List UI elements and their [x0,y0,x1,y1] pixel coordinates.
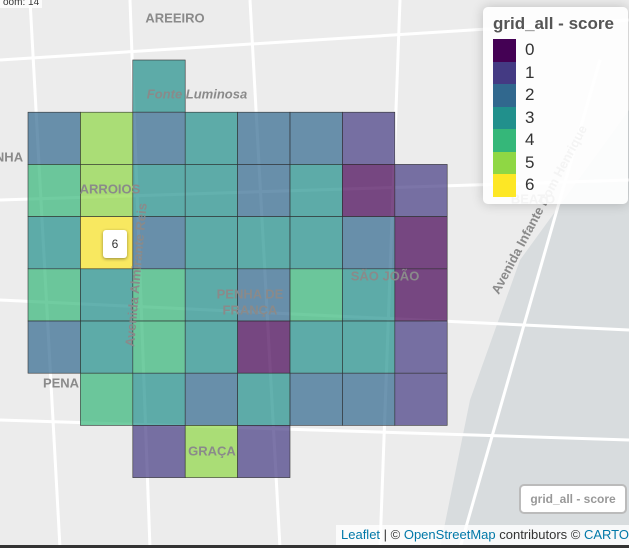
legend-swatch [493,84,516,107]
grid-cell [27,164,81,217]
grid-cell [394,320,448,374]
grid-cell [27,216,81,270]
leaflet-link[interactable]: Leaflet [341,527,381,542]
attr-text: | © [380,527,404,542]
grid-cell [80,164,134,217]
grid-cell [289,216,343,270]
grid-cell [289,372,343,426]
grid-cell [132,268,186,322]
grid-cell [132,111,186,165]
grid-cell [237,216,291,270]
grid-cell [132,372,186,426]
grid-cell [27,111,81,165]
grid-cell [289,111,343,165]
place-label: ARROIOS [80,181,141,196]
legend-label: 1 [525,62,535,82]
grid-cell [237,425,291,478]
grid-cell [342,268,396,322]
legend-label: 3 [525,107,535,127]
legend-label: 5 [525,152,535,172]
legend-swatch [493,129,516,152]
place-label: AREEIRO [145,10,204,25]
grid-cell [289,164,343,217]
grid-cell [132,59,186,113]
grid-cell [342,164,396,217]
place-label: PENA [43,375,80,390]
place-label: NHA [0,149,24,164]
grid-cell [27,320,81,374]
carto-link[interactable]: CARTO [583,527,629,542]
legend-swatch [493,174,516,197]
grid-cell [184,320,238,374]
grid-cell [132,425,186,478]
grid-cell [237,164,291,217]
grid-cell [80,372,134,426]
grid-cell [237,111,291,165]
place-label: PENHA DE [217,286,284,301]
legend-label: 2 [525,85,535,104]
grid-cell [184,164,238,217]
osm-link[interactable]: OpenStreetMap [403,527,496,542]
legend-swatch [493,39,516,62]
grid-cell [394,372,448,426]
legend-label: 0 [525,40,535,59]
place-label: SÃO JOÃO [351,268,420,283]
legend-label: 6 [525,175,535,194]
grid-cell [184,372,238,426]
legend: grid_all - score 0 1 2 3 4 5 6 [483,7,628,204]
grid-cell [80,320,134,374]
layer-control[interactable]: grid_all - score [519,484,627,514]
grid-cell [342,216,396,270]
legend-swatch [493,151,516,175]
grid-cell [342,111,396,165]
grid-cell [394,164,448,217]
grid-cell [289,320,343,374]
attr-text: contributors © [495,527,584,542]
tooltip: 6 [103,230,127,258]
grid-cell [184,111,238,165]
grid-cell [80,268,134,322]
grid-cell [342,372,396,426]
place-label: Fonte Luminosa [147,86,247,101]
grid-cell [132,164,186,217]
zoom-text: oom: 14 [0,0,43,8]
grid-cell [132,320,186,374]
frame-edge [0,545,629,548]
attribution: Leaflet | © OpenStreetMap contributors ©… [336,525,629,545]
grid-cell [237,320,291,374]
place-label: FRANÇA [223,302,278,317]
grid-layer [27,59,448,478]
grid-cell [394,268,448,322]
grid-cell [394,216,448,270]
grid-cell [27,268,81,322]
grid-cell [237,372,291,426]
grid-cell [289,268,343,322]
grid-cell [184,425,238,478]
grid-cell [80,111,134,165]
legend-swatch [493,106,516,130]
grid-cell [342,320,396,374]
legend-swatch [493,61,516,85]
grid-cell [237,268,291,322]
place-label: GRAÇA [188,443,236,458]
legend-label: 4 [525,130,535,149]
legend-title: grid_all - score [493,14,614,33]
grid-cell [184,216,238,270]
